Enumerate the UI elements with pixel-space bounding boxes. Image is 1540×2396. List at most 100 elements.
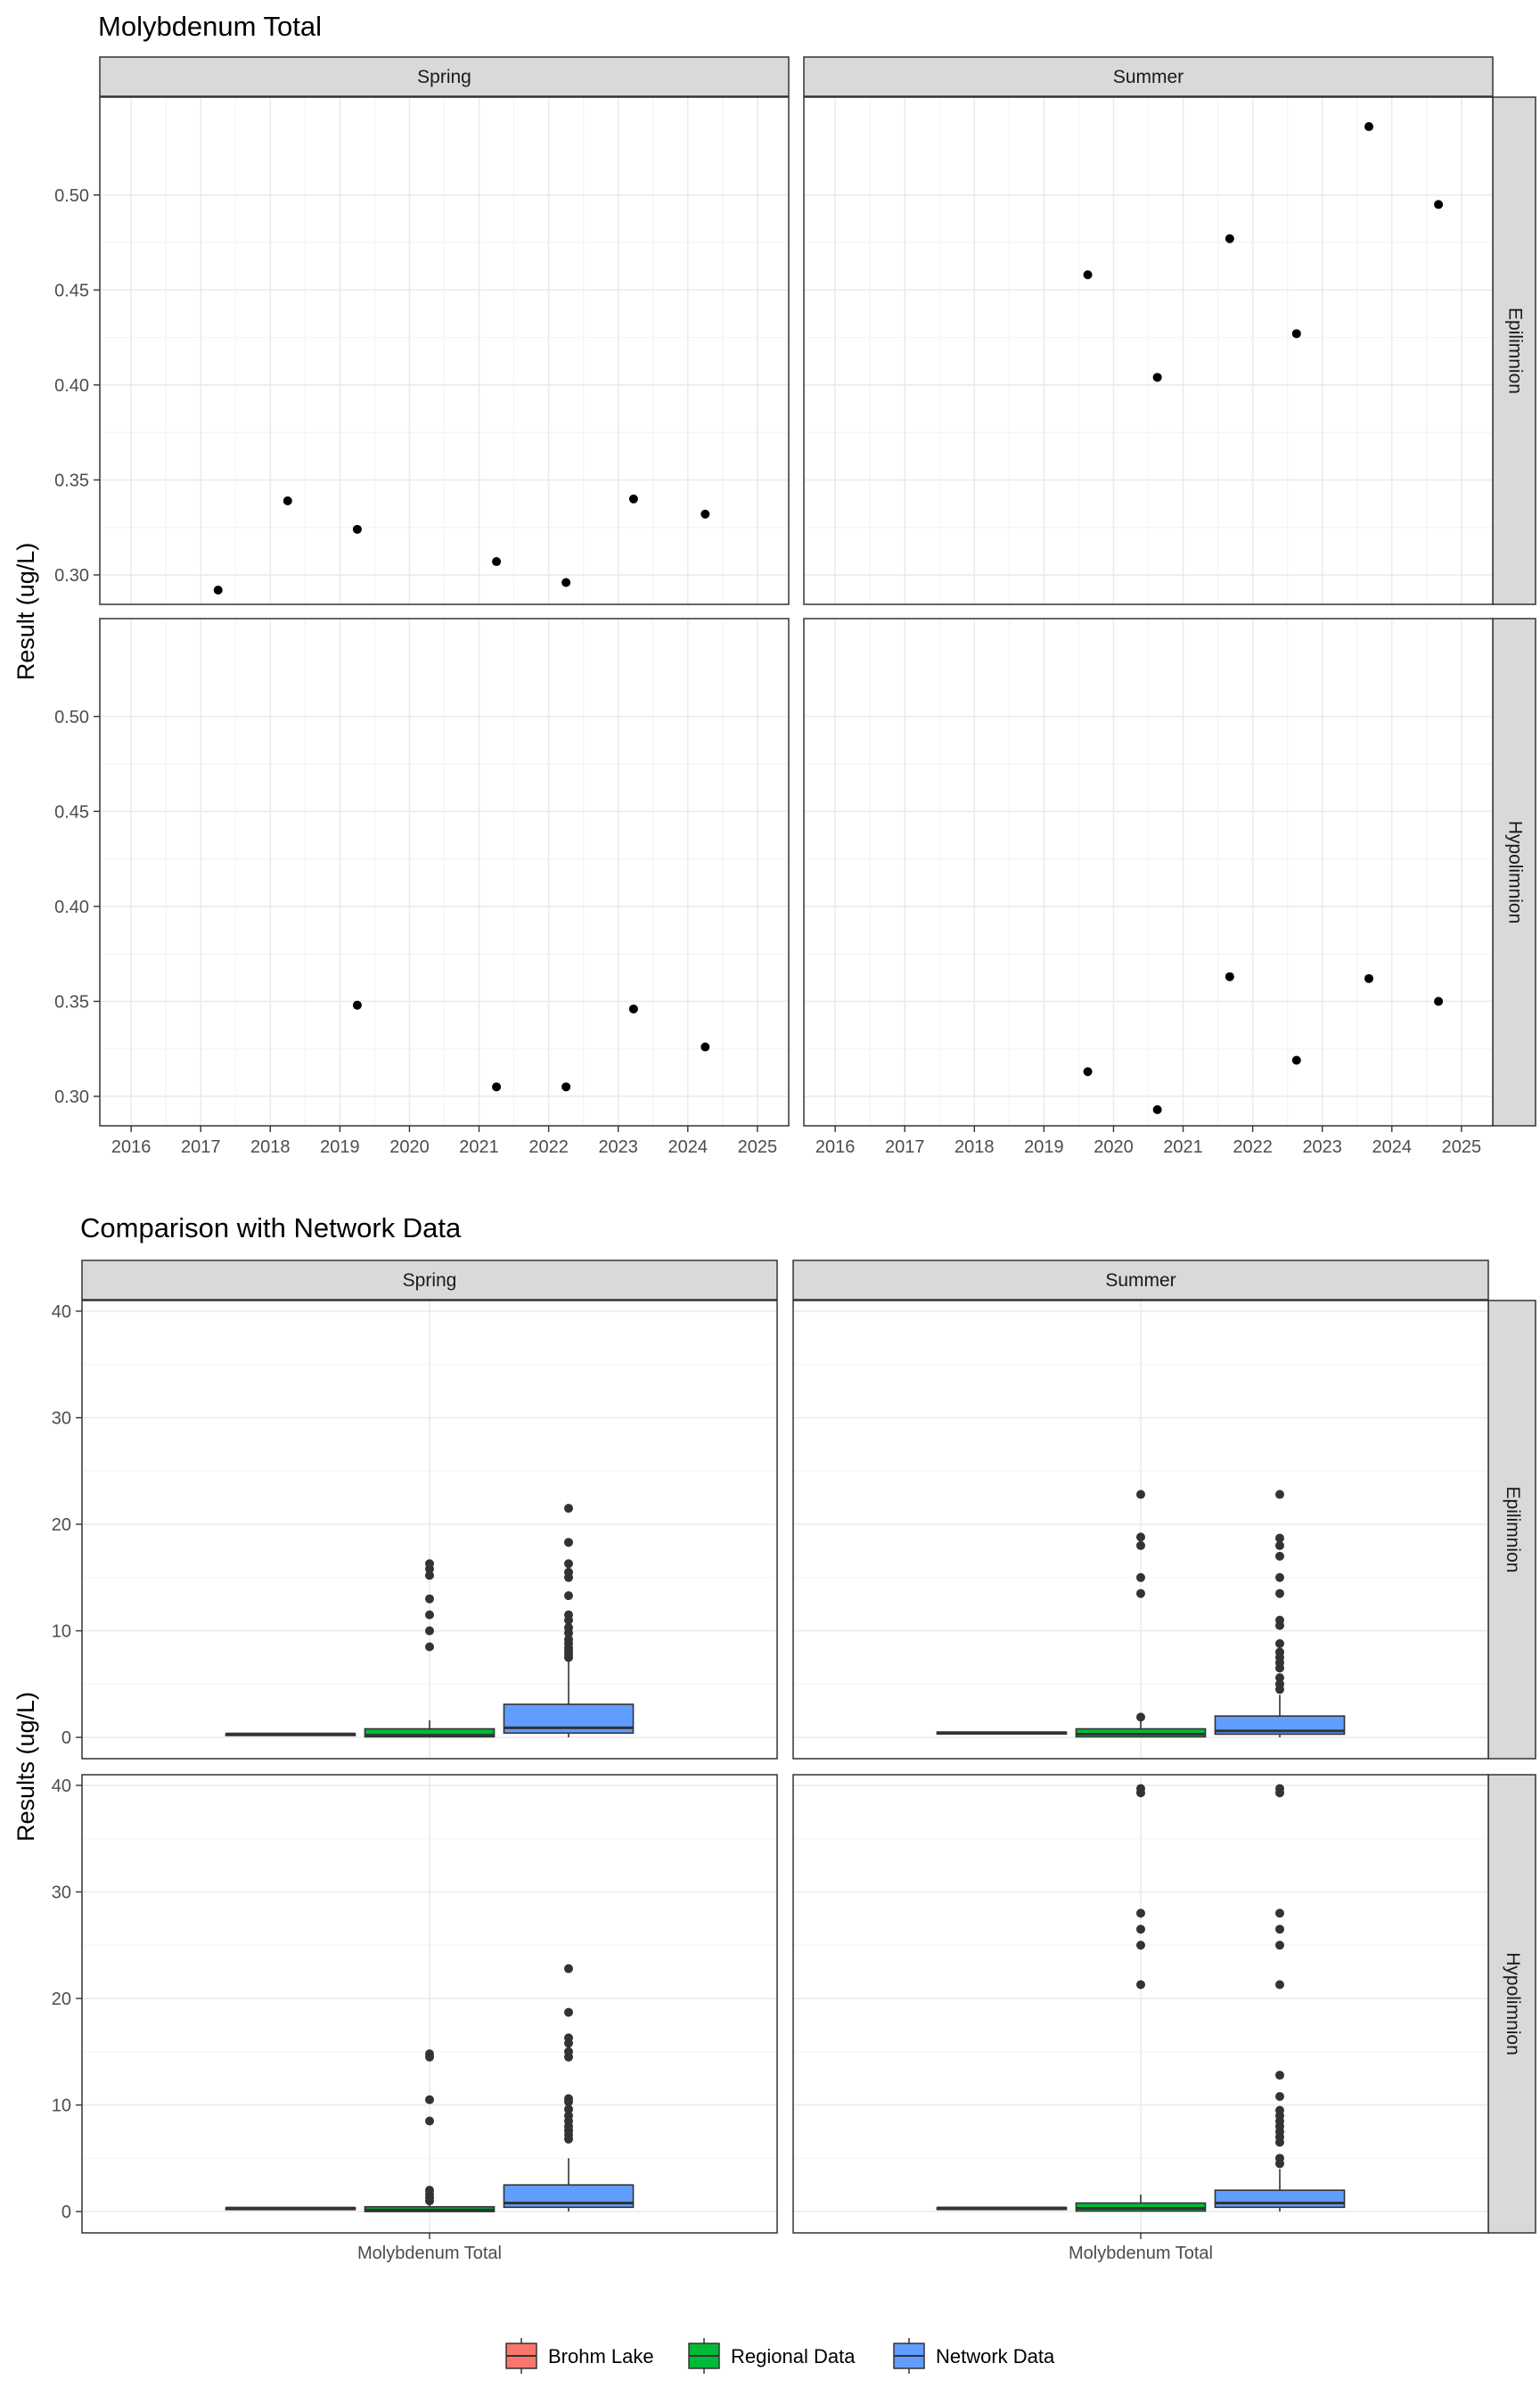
chart-title: Molybdenum Total (98, 11, 322, 42)
x-tick-label: 2023 (1302, 1137, 1342, 1157)
outlier-point (1275, 1784, 1284, 1793)
y-tick-label: 0 (61, 2203, 71, 2222)
strip-label-summer: Summer (1113, 67, 1184, 87)
x-tick-label: 2025 (738, 1137, 778, 1157)
outlier-point (564, 1964, 573, 1973)
outlier-point (564, 2007, 573, 2017)
outlier-point (1275, 1638, 1284, 1648)
outlier-point (1275, 1540, 1284, 1550)
strip-hypolimnion (1492, 618, 1536, 1127)
data-point (700, 509, 710, 519)
y-tick-label: 0.30 (54, 566, 89, 586)
outlier-point (1136, 1489, 1145, 1499)
data-point (1291, 1055, 1301, 1065)
x-tick-label: 2018 (954, 1137, 995, 1157)
x-tick-label: 2017 (885, 1137, 925, 1157)
strip-label-summer: Summer (1105, 1270, 1175, 1291)
outlier-point (564, 1635, 573, 1645)
strip-spring (99, 56, 790, 97)
y-axis-label: Results (ug/L) (12, 1692, 39, 1842)
outlier-point (1275, 1572, 1284, 1582)
y-tick-label: 0.35 (54, 471, 89, 490)
outlier-point (1275, 1908, 1284, 1918)
data-point (561, 1082, 571, 1092)
strip-label-hypolimnion: Hypolimnion (1503, 1952, 1523, 2055)
x-tick-label: 2023 (598, 1137, 638, 1157)
outlier-point (425, 2095, 434, 2105)
outlier-point (1136, 1588, 1145, 1598)
y-tick-label: 0.30 (54, 1087, 89, 1107)
outlier-point (425, 2116, 434, 2126)
box-network-data (1214, 2189, 1346, 2209)
strip-epilimnion (1492, 96, 1536, 605)
panel-border-summer-hypolimnion (803, 618, 1494, 1127)
data-point (700, 1042, 710, 1052)
y-tick-label: 10 (52, 1622, 71, 1642)
x-tick-label: Molybdenum Total (357, 2244, 502, 2263)
outlier-point (425, 2049, 434, 2059)
panel-border-summer-epilimnion (792, 1300, 1489, 1760)
outlier-point (425, 1594, 434, 1604)
outlier-point (1275, 1533, 1284, 1543)
y-tick-label: 0 (61, 1728, 71, 1748)
outlier-point (1275, 1980, 1284, 1990)
data-point (1152, 1104, 1162, 1114)
outlier-point (1136, 1572, 1145, 1582)
legend-label-regional-data: Regional Data (731, 2345, 856, 2367)
x-tick-label: Molybdenum Total (1069, 2244, 1213, 2263)
strip-label-spring: Spring (417, 67, 471, 87)
data-point (1152, 373, 1162, 382)
outlier-point (1136, 1908, 1145, 1918)
strip-label-hypolimnion: Hypolimnion (1504, 821, 1525, 924)
outlier-point (425, 2186, 434, 2195)
outlier-point (564, 2033, 573, 2043)
data-point (1434, 997, 1444, 1006)
data-point (1083, 1067, 1093, 1077)
data-point (1291, 329, 1301, 339)
panel-border-summer-epilimnion (803, 96, 1494, 605)
data-point (628, 1004, 638, 1013)
panel-border-spring-epilimnion (99, 96, 790, 605)
outlier-point (1275, 2154, 1284, 2163)
x-tick-label: 2016 (111, 1137, 152, 1157)
y-tick-label: 20 (52, 1515, 71, 1535)
data-point (492, 557, 502, 567)
strip-summer (792, 1260, 1489, 1301)
outlier-point (425, 1559, 434, 1569)
outlier-point (1275, 1647, 1284, 1657)
outlier-point (425, 1642, 434, 1652)
strip-label-epilimnion: Epilimnion (1503, 1487, 1523, 1573)
y-tick-label: 0.35 (54, 992, 89, 1012)
x-tick-label: 2020 (389, 1137, 430, 1157)
outlier-point (564, 1622, 573, 1632)
y-tick-label: 40 (52, 1776, 71, 1796)
data-point (1364, 122, 1374, 132)
y-axis-label: Result (ug/L) (12, 543, 39, 681)
panel-border-spring-hypolimnion (99, 618, 790, 1127)
outlier-point (1136, 1532, 1145, 1542)
outlier-point (1275, 1615, 1284, 1625)
y-tick-label: 40 (52, 1302, 71, 1322)
y-tick-label: 0.45 (54, 802, 89, 822)
data-point (1364, 973, 1374, 983)
outlier-point (1136, 1924, 1145, 1934)
outlier-point (564, 1538, 573, 1547)
data-point (213, 586, 223, 595)
legend-label-network-data: Network Data (936, 2345, 1055, 2367)
data-point (492, 1082, 502, 1092)
outlier-point (1275, 2071, 1284, 2080)
outlier-point (564, 2094, 573, 2104)
outlier-point (1275, 1924, 1284, 1934)
data-point (1434, 200, 1444, 209)
box-regional-data (364, 1727, 496, 1738)
x-tick-label: 2024 (1372, 1137, 1413, 1157)
y-tick-label: 0.45 (54, 281, 89, 300)
data-point (352, 1000, 362, 1010)
outlier-point (1136, 1941, 1145, 1950)
outlier-point (425, 1610, 434, 1620)
x-tick-label: 2024 (668, 1137, 709, 1157)
data-point (628, 494, 638, 504)
x-tick-label: 2021 (1163, 1137, 1203, 1157)
outlier-point (564, 1567, 573, 1577)
